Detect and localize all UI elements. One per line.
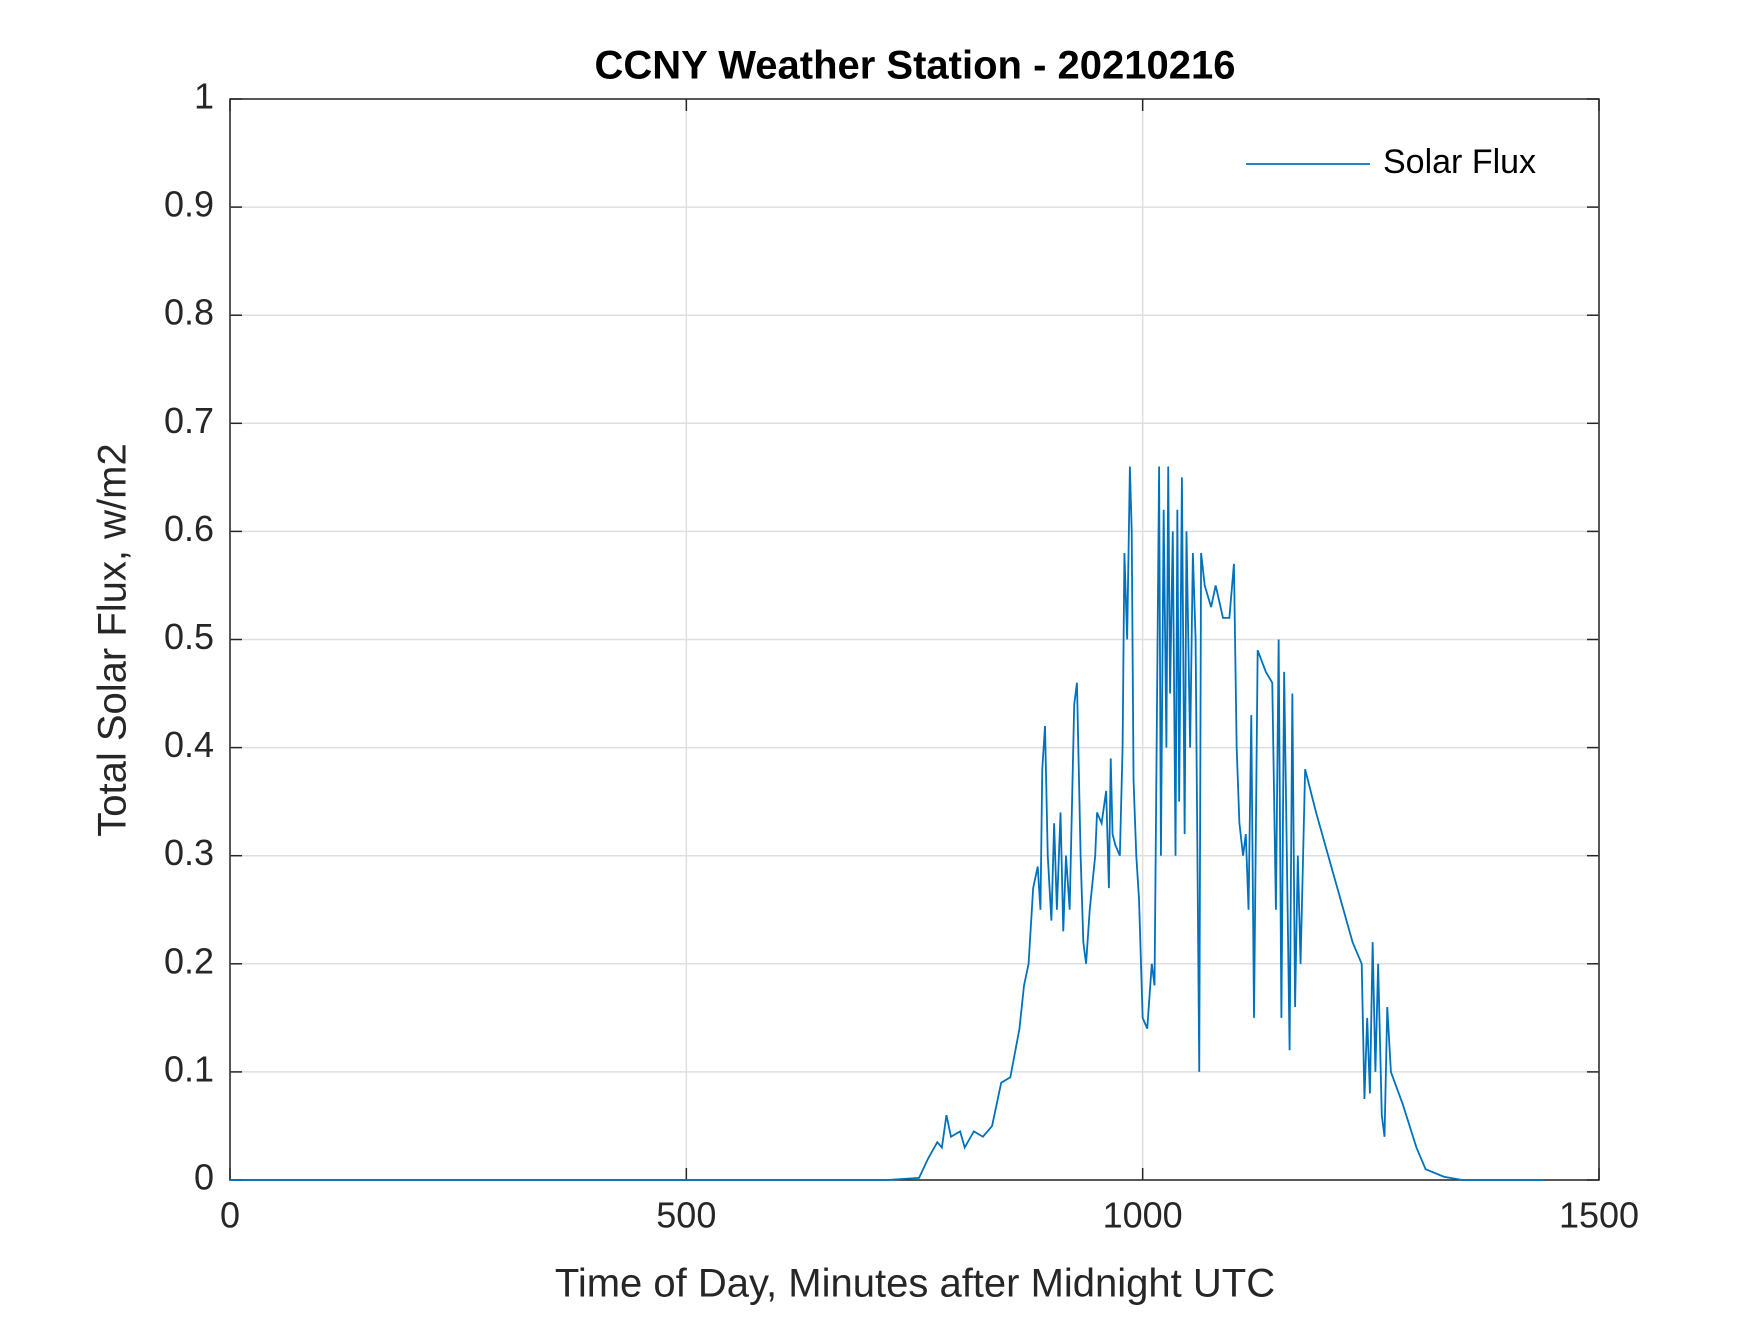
y-tick-label: 0.1 — [164, 1048, 214, 1089]
x-tick-label: 1000 — [1103, 1195, 1183, 1236]
x-axis-label: Time of Day, Minutes after Midnight UTC — [555, 1262, 1275, 1306]
plot-frame — [229, 98, 1600, 1181]
y-tick-label: 0.5 — [164, 616, 214, 657]
chart-title: CCNY Weather Station - 20210216 — [595, 44, 1236, 88]
y-tick-label: 0.7 — [164, 400, 214, 441]
x-tick-label: 0 — [220, 1195, 240, 1236]
y-tick-label: 0.3 — [164, 832, 214, 873]
y-tick-label: 0.6 — [164, 508, 214, 549]
x-tick-label: 1500 — [1559, 1195, 1639, 1236]
y-axis-label: Total Solar Flux, w/m2 — [91, 443, 135, 836]
y-tick-label: 0.8 — [164, 292, 214, 333]
y-tick-label: 0.4 — [164, 724, 214, 765]
y-tick-label: 1 — [194, 76, 214, 117]
x-tick-label: 500 — [656, 1195, 716, 1236]
y-tick-label: 0 — [194, 1157, 214, 1198]
legend-label: Solar Flux — [1383, 143, 1536, 181]
y-tick-label: 0.2 — [164, 940, 214, 981]
data-line — [230, 466, 1545, 1181]
y-tick-label: 0.9 — [164, 184, 214, 225]
